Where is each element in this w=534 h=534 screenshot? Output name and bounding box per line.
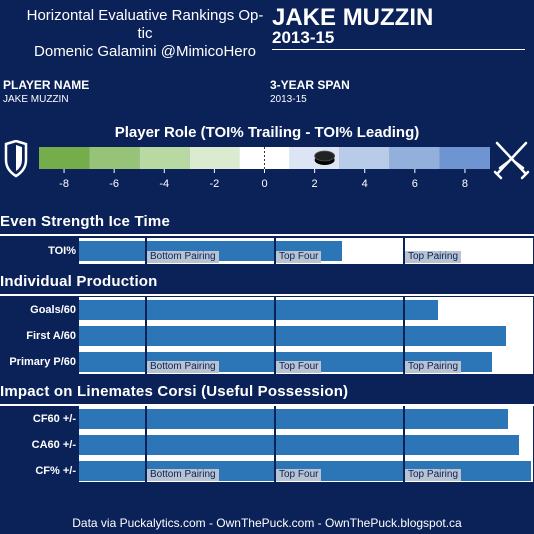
span-value: 2013-15 <box>270 94 307 105</box>
tier-label: Bottom Pairing <box>147 251 219 263</box>
role-tick-label: -2 <box>209 178 219 190</box>
row-label: Primary P/60 <box>9 356 76 368</box>
crossed-swords-icon <box>493 141 530 180</box>
tier-label: Top Four <box>276 469 322 481</box>
tier-divider <box>274 238 276 264</box>
player-name-large: JAKE MUZZIN <box>272 4 434 31</box>
section-title: Even Strength Ice Time <box>0 213 171 230</box>
role-scale-cell <box>239 147 290 169</box>
chart-author: Domenic Galamini @MimicoHero <box>34 43 256 60</box>
tier-label: Bottom Pairing <box>147 469 219 481</box>
tier-label: Bottom Pairing <box>147 361 219 373</box>
tier-label: Top Pairing <box>405 469 462 481</box>
role-tick-label: 8 <box>462 178 468 190</box>
footer-credits: Data via Puckalytics.com - OwnThePuck.co… <box>72 516 462 530</box>
role-scale-cell <box>389 147 440 169</box>
section-divider <box>0 294 534 296</box>
row-label: Goals/60 <box>30 304 76 316</box>
row-label: CF% +/- <box>35 465 76 477</box>
tier-divider <box>145 406 147 482</box>
role-scale-cell <box>339 147 390 169</box>
chart-title-line2: tic <box>137 25 153 42</box>
chart-title-line1: Horizontal Evaluative Rankings Op- <box>26 7 264 24</box>
role-scale-cell <box>439 147 490 169</box>
role-title: Player Role (TOI% Trailing - TOI% Leadin… <box>114 124 420 141</box>
player-name-value: JAKE MUZZIN <box>3 94 69 105</box>
player-name-label: PLAYER NAME <box>3 78 90 92</box>
role-puck-marker <box>314 150 336 165</box>
section-divider <box>0 234 534 236</box>
season-large: 2013-15 <box>272 28 335 47</box>
bar <box>79 435 520 455</box>
role-scale-cell <box>189 147 240 169</box>
role-tick-label: -4 <box>159 178 169 190</box>
role-tick-label: 0 <box>261 178 267 190</box>
role-tick-label: 4 <box>362 178 368 190</box>
tier-divider <box>403 406 405 482</box>
shield-icon <box>4 140 28 178</box>
tier-divider <box>145 297 147 374</box>
row-label: CA60 +/- <box>31 439 76 451</box>
role-tick-label: -6 <box>109 178 119 190</box>
role-scale: -8 -6 -4 -2 0 2 4 6 8 <box>4 140 530 190</box>
role-scale-cell <box>39 147 90 169</box>
row-label: CF60 +/- <box>32 413 76 425</box>
tier-divider <box>274 297 276 374</box>
tier-divider <box>274 406 276 482</box>
role-tick-label: -8 <box>59 178 69 190</box>
row-label: TOI% <box>48 245 76 257</box>
tier-label: Top Four <box>276 251 322 263</box>
tier-divider <box>403 238 405 264</box>
bar <box>79 326 506 346</box>
row-label: First A/60 <box>26 330 76 342</box>
role-tick-label: 6 <box>412 178 418 190</box>
section-title: Impact on Linemates Corsi (Useful Posses… <box>0 383 349 400</box>
tier-label: Top Four <box>276 361 322 373</box>
bar <box>79 409 509 429</box>
tier-divider <box>403 297 405 374</box>
section-divider <box>0 404 534 406</box>
bar <box>79 300 438 320</box>
role-scale-cell <box>139 147 190 169</box>
section-title: Individual Production <box>0 273 158 290</box>
header-underline <box>272 49 525 50</box>
span-label: 3-YEAR SPAN <box>270 78 350 92</box>
tier-label: Top Pairing <box>405 361 462 373</box>
role-scale-cell <box>89 147 140 169</box>
role-tick-label: 2 <box>312 178 318 190</box>
tier-divider <box>145 238 147 264</box>
tier-label: Top Pairing <box>405 251 462 263</box>
